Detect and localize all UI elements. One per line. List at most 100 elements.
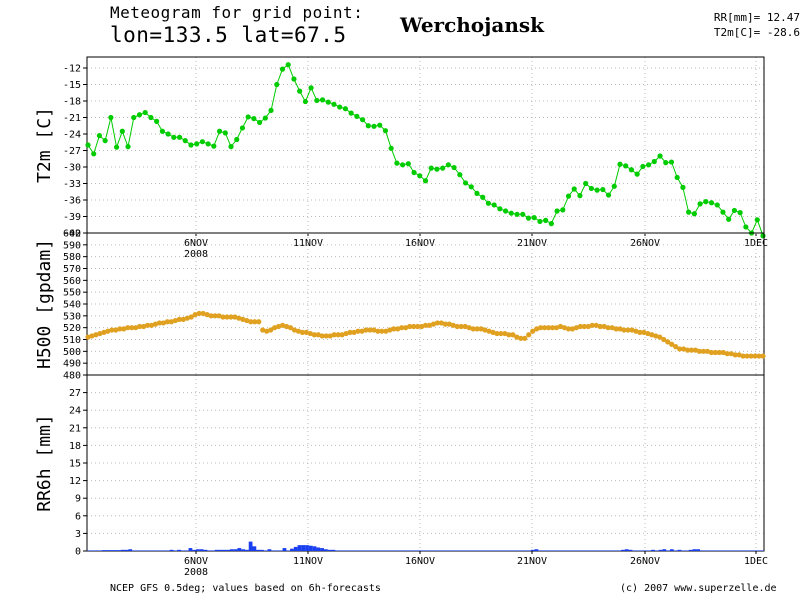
h500-point (641, 329, 647, 335)
h500-point (156, 320, 163, 326)
t2m-point (657, 153, 663, 159)
h500-point (474, 326, 480, 332)
rr6h-bar (150, 550, 155, 551)
h500-point (117, 326, 123, 332)
rr6h-bar (519, 550, 524, 551)
t2m-point (628, 167, 635, 173)
rr6h-bar (342, 550, 347, 551)
h500-point (434, 320, 441, 326)
rr6h-bar (688, 549, 693, 551)
h500-point (486, 328, 492, 334)
rr6h-bar (606, 550, 610, 551)
rr6h-bar (444, 550, 449, 551)
rr6h-bar (715, 550, 719, 551)
rr6h-bar (677, 549, 682, 551)
h500-point (188, 314, 194, 320)
h500-point (581, 323, 587, 330)
rr6h-bar (500, 550, 505, 551)
y-tick-label: 21 (69, 423, 81, 434)
h500-point (760, 353, 766, 359)
rr6h-bar (583, 550, 588, 551)
h500-point (220, 314, 226, 320)
t2m-point (302, 98, 308, 105)
h500-point (494, 330, 500, 337)
rr6h-bar (312, 546, 317, 551)
h500-point (454, 323, 460, 330)
t2m-point (651, 158, 657, 165)
h500-point (549, 325, 556, 331)
t2m-point (131, 114, 137, 121)
rr6h-bar (346, 550, 351, 551)
rr6h-bar (496, 550, 501, 551)
h500-point (351, 329, 357, 335)
t2m-point (216, 128, 223, 134)
h500-point (422, 322, 429, 328)
rr6h-bar (579, 550, 584, 551)
t2m-point (451, 164, 457, 171)
y-tick-label: 520 (63, 323, 81, 334)
h500-point (228, 314, 234, 320)
rr6h-bar (707, 550, 712, 551)
h500-point (510, 332, 516, 338)
rr6h-bar (354, 550, 358, 551)
x-tick-label: 1DEC (744, 238, 768, 249)
h500-point (268, 327, 274, 333)
rr6h-bar (252, 546, 257, 551)
rr6h-bar (733, 550, 738, 551)
y-tick-label: 9 (75, 494, 81, 505)
rr6h-bar (523, 550, 528, 551)
rr6h-bar (455, 550, 460, 551)
rr6h-bar (147, 550, 151, 551)
y-tick-label: 15 (69, 459, 81, 470)
t2m-point (520, 211, 526, 217)
t2m-point (508, 210, 514, 216)
rr6h-bar (624, 549, 629, 551)
rr6h-bar (248, 541, 253, 551)
t2m-point (159, 128, 165, 134)
rr6h-bar (143, 550, 148, 551)
h500-point (331, 332, 337, 338)
rr6h-bar (293, 546, 298, 551)
rr6h-bar (263, 550, 268, 551)
rr6h-bar (436, 550, 441, 551)
t2m-point (577, 193, 583, 199)
t2m-point (525, 215, 532, 221)
h500-point (121, 326, 127, 332)
h500-point (343, 330, 349, 337)
t2m-point (462, 180, 469, 186)
rr6h-bar (527, 550, 531, 551)
h500-point (613, 326, 619, 332)
h500-point (700, 348, 707, 354)
h500-point (168, 319, 174, 325)
h500-point (387, 327, 393, 333)
rr6h-bar (387, 550, 392, 551)
h500-point (272, 325, 278, 331)
rr6h-bar (301, 545, 306, 551)
t2m-point (96, 133, 103, 139)
y-tick-label: -15 (63, 80, 81, 91)
t2m-point (640, 163, 646, 170)
h500-point (526, 332, 532, 338)
h500-point (740, 353, 746, 359)
rr6h-bar (636, 550, 640, 551)
h500-point (319, 333, 325, 339)
rr6h-bar (658, 549, 663, 551)
y-tick-label: -18 (63, 97, 81, 108)
h500-point (133, 325, 139, 331)
rr6h-bar (696, 549, 701, 551)
t2m-point (119, 128, 125, 134)
rr6h-bar (357, 550, 362, 551)
h500-point (407, 323, 413, 330)
h500-point (164, 319, 171, 325)
rr6h-bar (158, 550, 163, 551)
rr6h-bar (666, 550, 670, 551)
h500-point (649, 332, 655, 338)
rr6h-bar (466, 550, 471, 551)
h500-point (506, 332, 512, 338)
h500-point (728, 351, 734, 357)
t2m-point (405, 161, 411, 167)
h500-point (542, 325, 548, 331)
t2m-point (440, 165, 446, 171)
h500-point (160, 320, 167, 326)
y-tick-label: -12 (63, 64, 81, 75)
